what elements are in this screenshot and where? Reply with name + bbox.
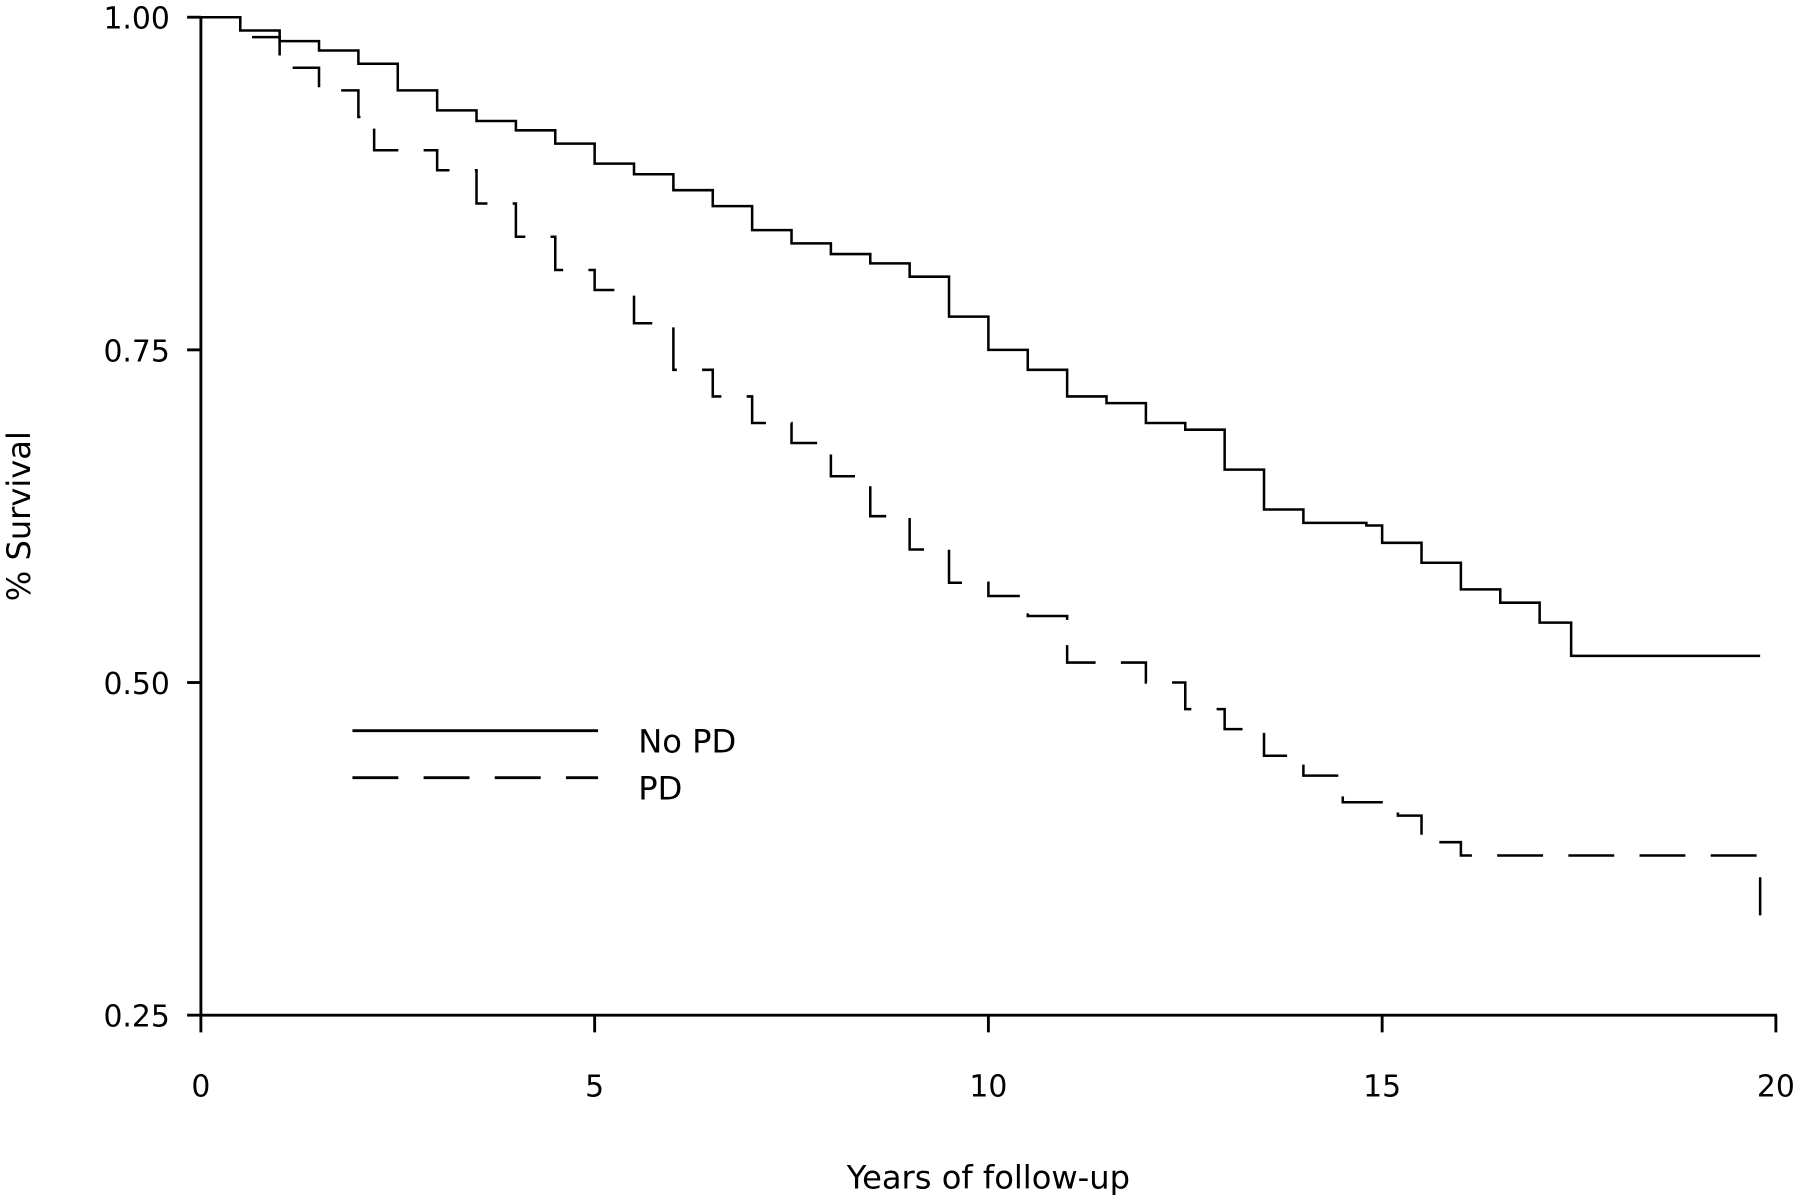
x-tick-label: 20	[1757, 1070, 1795, 1105]
series-line-no-pd	[200, 15, 1761, 658]
y-tick-label: 0.25	[103, 1000, 169, 1035]
series-group	[200, 15, 1762, 916]
x-axis-label: Years of follow-up	[846, 1158, 1130, 1196]
y-tick-label: 0.50	[103, 667, 169, 702]
x-ticks: 0 5 10 15 20	[191, 1015, 1795, 1105]
y-tick-label: 1.00	[103, 2, 169, 37]
x-tick-label: 5	[585, 1070, 604, 1105]
legend: No PD PD	[352, 723, 736, 808]
y-tick-label: 0.75	[103, 334, 169, 369]
y-axis-label: % Survival	[0, 431, 38, 601]
legend-label-no-pd: No PD	[638, 723, 736, 761]
y-ticks: 0.25 0.50 0.75 1.00	[103, 2, 201, 1035]
x-tick-label: 15	[1363, 1070, 1401, 1105]
legend-label-pd: PD	[638, 770, 682, 808]
x-tick-label: 0	[191, 1070, 210, 1105]
series-line-pd	[200, 15, 1762, 916]
x-tick-label: 10	[969, 1070, 1007, 1105]
